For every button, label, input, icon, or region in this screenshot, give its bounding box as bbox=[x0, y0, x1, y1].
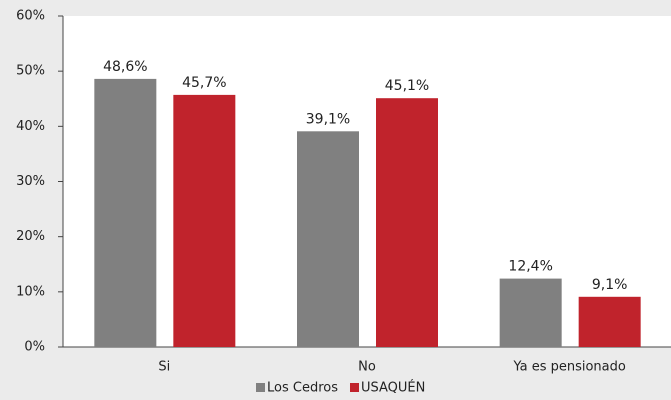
y-tick-label: 0% bbox=[24, 340, 45, 355]
bar bbox=[94, 78, 157, 347]
bar bbox=[578, 296, 641, 347]
bar bbox=[499, 278, 562, 347]
legend-label: USAQUÉN bbox=[361, 380, 425, 396]
value-label: 12,4% bbox=[508, 259, 552, 275]
y-tick-label: 60% bbox=[16, 9, 45, 24]
value-label: 45,1% bbox=[385, 78, 429, 94]
legend-label: Los Cedros bbox=[267, 381, 338, 396]
x-tick-label: No bbox=[358, 360, 376, 375]
y-tick-label: 30% bbox=[16, 174, 45, 189]
bar bbox=[376, 98, 438, 347]
x-tick-label: Si bbox=[158, 360, 170, 375]
legend-swatch bbox=[350, 383, 359, 392]
value-label: 48,6% bbox=[103, 59, 147, 75]
bar bbox=[173, 94, 236, 347]
plot-area bbox=[63, 16, 671, 347]
bar bbox=[297, 131, 359, 347]
legend-swatch bbox=[256, 383, 265, 392]
value-label: 45,7% bbox=[182, 75, 226, 91]
y-tick-label: 50% bbox=[16, 64, 45, 79]
x-tick-label: Ya es pensionado bbox=[512, 360, 625, 375]
y-tick-label: 10% bbox=[16, 284, 45, 299]
value-label: 9,1% bbox=[592, 277, 628, 293]
value-label: 39,1% bbox=[306, 111, 350, 127]
y-tick-label: 40% bbox=[16, 119, 45, 134]
y-tick-label: 20% bbox=[16, 229, 45, 244]
